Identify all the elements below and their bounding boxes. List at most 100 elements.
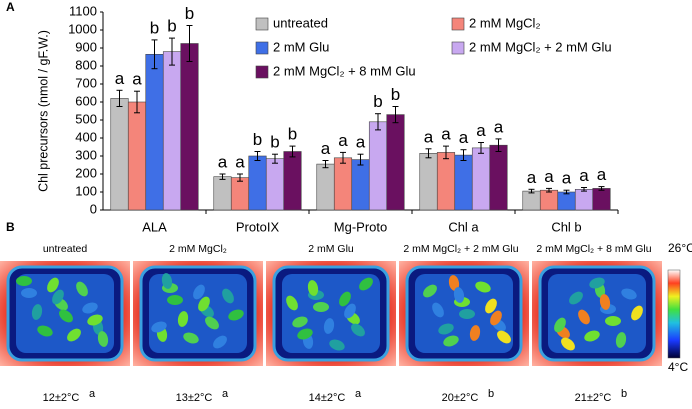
treatment-label: 2 mM MgCl₂ [169,243,227,255]
panel-label: B [6,220,15,234]
error-bar [598,186,605,191]
color-scale [667,269,681,359]
leaf [475,281,491,293]
leaf [76,281,88,297]
leaf [37,325,53,337]
significance-letter: a [527,168,537,187]
y-tick-label: 800 [75,57,97,72]
bar [145,53,164,211]
significance-letter: a [235,152,245,171]
leaf [329,339,345,351]
error-bar [169,37,175,66]
treatment-label: 2 mM Glu [308,243,354,255]
bar [283,151,302,211]
leaf [631,305,643,321]
leaf [490,310,502,326]
x-tick-label: ProtoIX [236,219,280,234]
temperature-letter: a [222,388,229,400]
leaf [222,288,234,304]
leaf [47,277,59,293]
leaf [205,316,219,330]
thermal-image [266,261,396,366]
leaf [167,295,183,305]
leaf [443,335,459,347]
leaf [286,295,298,311]
leaf [459,309,475,319]
leaf [561,337,575,351]
leaf [67,328,81,342]
leaf [485,298,497,314]
error-bar [563,189,570,195]
significance-letter: b [391,85,400,104]
error-bar [186,25,193,62]
significance-letter: a [579,166,589,185]
error-bar [134,90,140,114]
bar [522,190,541,211]
significance-letter: a [338,131,348,150]
bar [230,177,250,211]
legend-label: 2 mM MgCl₂ + 2 mM Glu [469,39,612,54]
leaf [423,284,437,298]
leaf [87,314,103,326]
bar [574,189,594,211]
bar [316,163,335,211]
significance-letter: a [115,69,125,88]
bar [489,144,508,211]
temperature-letter: b [621,388,627,400]
error-bar [392,106,399,124]
leaf [59,309,73,323]
error-bar [528,188,535,194]
leaf [31,304,43,320]
y-tick-label: 1100 [69,3,97,18]
y-tick-label: 900 [75,39,97,54]
significance-letter: a [218,152,228,171]
legend-label: 2 mM MgCl₂ [469,15,541,30]
leaf [605,316,621,326]
temperature-letter: a [89,388,96,400]
treatment-label: 2 mM MgCl₂ + 8 mM Glu [536,243,651,255]
leaf [448,275,460,291]
y-tick-label: 200 [75,165,97,180]
significance-letter: b [270,133,279,152]
y-axis-label: Chl precursors (nmol / gF.W.) [36,30,50,192]
leaf [297,328,313,340]
x-tick-label: Mg-Proto [334,219,387,234]
leaf [589,277,605,289]
error-bar [219,173,226,180]
legend-swatch [255,17,269,31]
significance-letter: b [167,17,176,36]
leaf [161,273,173,289]
bar [180,43,199,211]
significance-letter: a [321,139,331,158]
legend-swatch [255,41,269,55]
y-tick-label: 300 [75,147,97,162]
significance-letter: b [373,92,382,111]
scale-min: 4°C [668,360,688,374]
error-bar [151,39,158,70]
error-bar [425,148,432,159]
bar [265,158,285,211]
treatment-label: 2 mM MgCl₂ + 2 mM Glu [403,243,518,255]
bar [213,176,232,211]
y-tick-label: 700 [75,75,97,90]
significance-letter: b [288,125,297,144]
error-bar [254,151,261,161]
leaf [228,309,244,321]
error-bar [546,187,552,193]
leaf [151,321,167,333]
significance-letter: a [562,169,572,188]
bar [127,101,147,211]
legend-swatch [451,17,465,31]
significance-letter: a [424,127,434,146]
y-tick-label: 600 [75,93,97,108]
leaf [578,309,590,325]
error-bar [495,138,502,152]
y-tick-label: 100 [75,183,97,198]
leaf [351,323,365,337]
leaf [323,318,335,334]
leaf [438,323,454,335]
scale-max: 26°C [668,241,692,255]
leaf [313,302,329,312]
leaf [569,291,583,305]
